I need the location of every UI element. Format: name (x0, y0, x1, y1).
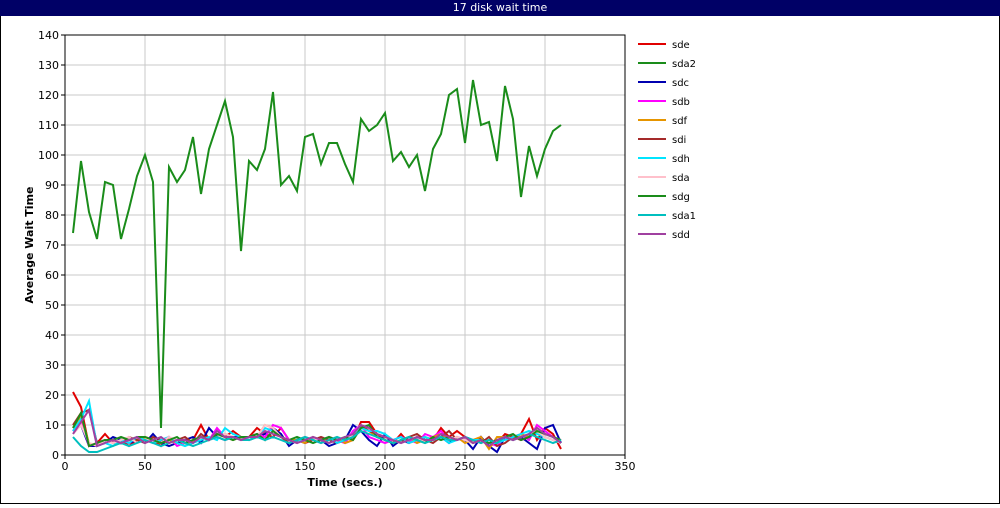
legend-label: sda (672, 173, 690, 184)
legend-label: sda1 (672, 211, 696, 222)
y-tick-label: 10 (45, 419, 59, 432)
x-tick-label: 300 (535, 460, 556, 473)
title-bar (0, 0, 1000, 16)
x-tick-label: 150 (295, 460, 316, 473)
y-tick-label: 60 (45, 269, 59, 282)
y-tick-label: 140 (38, 29, 59, 42)
y-tick-label: 110 (38, 119, 59, 132)
y-tick-label: 120 (38, 89, 59, 102)
x-axis-label: Time (secs.) (307, 476, 382, 489)
x-tick-label: 0 (62, 460, 69, 473)
y-axis-label: Average Wait Time (23, 187, 36, 304)
legend-label: sdh (672, 154, 690, 165)
y-tick-label: 30 (45, 359, 59, 372)
series-line (72, 407, 562, 448)
x-tick-label: 50 (138, 460, 152, 473)
legend-label: sdf (672, 116, 688, 127)
x-tick-label: 350 (615, 460, 636, 473)
legend-label: sdd (672, 230, 690, 241)
legend-label: sdi (672, 135, 686, 146)
legend-label: sdc (672, 78, 689, 89)
legend-label: sde (672, 40, 690, 51)
x-tick-label: 250 (455, 460, 476, 473)
y-tick-label: 70 (45, 239, 59, 252)
legend-label: sda2 (672, 59, 696, 70)
y-tick-label: 40 (45, 329, 59, 342)
plot-border (64, 34, 626, 456)
y-tick-label: 130 (38, 59, 59, 72)
y-tick-label: 0 (52, 449, 59, 462)
x-tick-label: 100 (215, 460, 236, 473)
x-tick-label: 200 (375, 460, 396, 473)
legend-label: sdg (672, 192, 690, 203)
y-tick-label: 50 (45, 299, 59, 312)
legend-label: sdb (672, 97, 690, 108)
series-line (72, 429, 562, 453)
chart-title: 17 disk wait time (453, 1, 548, 14)
y-tick-label: 20 (45, 389, 59, 402)
series-line (72, 79, 562, 429)
y-tick-label: 90 (45, 179, 59, 192)
y-tick-label: 100 (38, 149, 59, 162)
y-tick-label: 80 (45, 209, 59, 222)
